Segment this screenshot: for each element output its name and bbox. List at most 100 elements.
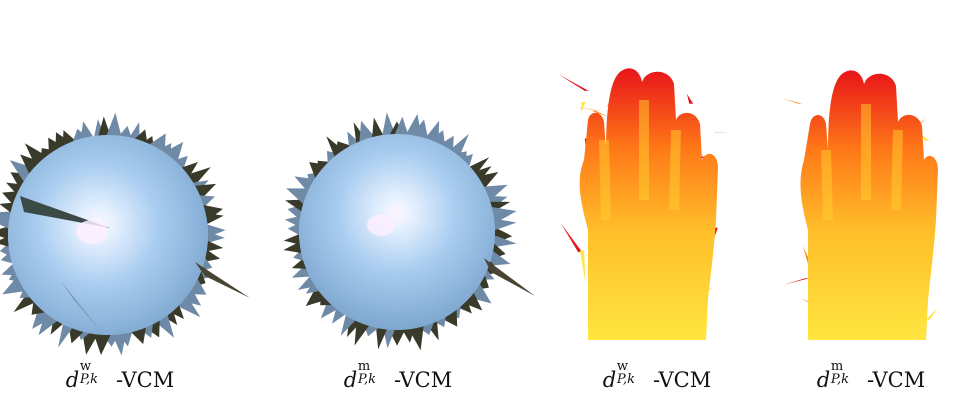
noise-spike — [712, 131, 730, 133]
caption-subscript: P,k — [616, 371, 635, 387]
noise-spike — [783, 278, 810, 285]
noise-spike — [181, 162, 198, 177]
noise-spike — [0, 236, 9, 247]
noise-spike — [0, 243, 11, 257]
noise-spike — [93, 333, 111, 356]
noise-spike — [429, 130, 446, 147]
noise-spike — [0, 226, 9, 240]
noise-spike — [557, 73, 589, 91]
noise-spike — [297, 276, 316, 290]
noise-spike — [435, 317, 446, 328]
panel-sphere-m — [239, 0, 535, 400]
noise-spike — [458, 300, 472, 314]
noise-spike — [194, 183, 217, 199]
noise-spike — [170, 305, 185, 319]
caption-symbol: d — [602, 368, 617, 392]
noise-spike — [119, 125, 132, 138]
panel-hand-m — [760, 0, 956, 400]
noise-spike — [482, 270, 495, 280]
caption-2: d m P,k -VCM — [343, 359, 453, 392]
noise-spike — [48, 137, 63, 155]
noise-spike — [2, 191, 19, 205]
caption-3: d w P,k -VCM — [602, 359, 712, 392]
noise-spike — [58, 324, 73, 348]
caption-symbol: d — [65, 368, 80, 392]
panel-hand-weighted — [540, 0, 760, 400]
noise-spike — [450, 133, 469, 157]
noise-spike — [336, 141, 351, 156]
panel-sphere-weighted — [0, 0, 250, 400]
noise-spike — [372, 117, 384, 138]
noise-spike — [382, 112, 396, 136]
noise-spike — [68, 327, 84, 344]
noise-spike — [460, 154, 473, 167]
noise-spike — [19, 288, 30, 299]
noise-spike — [291, 258, 307, 269]
noise-spike — [283, 241, 302, 253]
noise-spike — [317, 160, 329, 172]
noise-spike — [686, 93, 694, 104]
caption-suffix: -VCM — [652, 368, 712, 392]
noise-spike — [283, 234, 300, 245]
noise-spike — [1, 264, 17, 276]
noise-spike — [580, 250, 586, 285]
noise-spike — [376, 327, 387, 350]
noise-spike — [8, 270, 20, 282]
noise-spike — [359, 120, 375, 142]
noise-spike — [13, 293, 35, 313]
noise-spike — [129, 122, 140, 141]
noise-spike — [347, 131, 359, 147]
noise-spike — [560, 223, 583, 253]
noise-spike — [477, 172, 499, 189]
sphere-render — [283, 112, 535, 351]
noise-spike — [80, 121, 93, 139]
caption-superscript: w — [79, 358, 91, 374]
noise-spike — [285, 199, 305, 212]
noise-spike — [98, 116, 111, 136]
noise-spike — [305, 287, 327, 307]
noise-spike — [340, 315, 356, 336]
noise-spike — [106, 112, 122, 136]
noise-spike — [394, 116, 409, 135]
caption-superscript: w — [616, 358, 628, 374]
noise-spike — [207, 224, 226, 238]
caption-symbol: d — [816, 368, 831, 392]
noise-spike — [31, 301, 45, 315]
noise-spike — [0, 211, 11, 223]
noise-spike — [331, 308, 345, 324]
noise-spike — [149, 133, 166, 153]
noise-spike — [38, 312, 58, 336]
noise-spike — [493, 235, 517, 248]
caption-subscript: P,k — [830, 371, 849, 387]
sphere-render — [0, 112, 250, 356]
noise-spike — [131, 327, 146, 345]
noise-spike — [284, 215, 301, 227]
noise-spike — [72, 128, 88, 142]
noise-spike — [464, 292, 483, 311]
noise-spike — [442, 309, 458, 327]
caption-superscript: m — [357, 358, 371, 374]
noise-spike — [411, 119, 429, 140]
noise-spike — [0, 202, 14, 213]
noise-spike — [20, 154, 41, 174]
noise-spike — [287, 222, 300, 236]
caption-superscript: m — [830, 358, 844, 374]
noise-spike — [178, 296, 201, 318]
noise-spike — [402, 328, 415, 343]
noise-spike — [199, 195, 215, 208]
noise-spike — [440, 135, 454, 152]
noise-spike — [164, 141, 184, 163]
noise-spike — [187, 167, 211, 186]
caption-subscript: P,k — [357, 371, 376, 387]
caption-subscript: P,k — [79, 371, 98, 387]
noise-spike — [925, 308, 938, 320]
hand-render — [557, 68, 730, 340]
noise-spike — [156, 315, 175, 338]
noise-spike — [469, 157, 490, 175]
caption-suffix: -VCM — [115, 368, 175, 392]
noise-spike — [494, 218, 517, 231]
noise-spike — [62, 130, 76, 146]
caption-symbol: d — [343, 368, 358, 392]
noise-spike — [206, 240, 224, 252]
